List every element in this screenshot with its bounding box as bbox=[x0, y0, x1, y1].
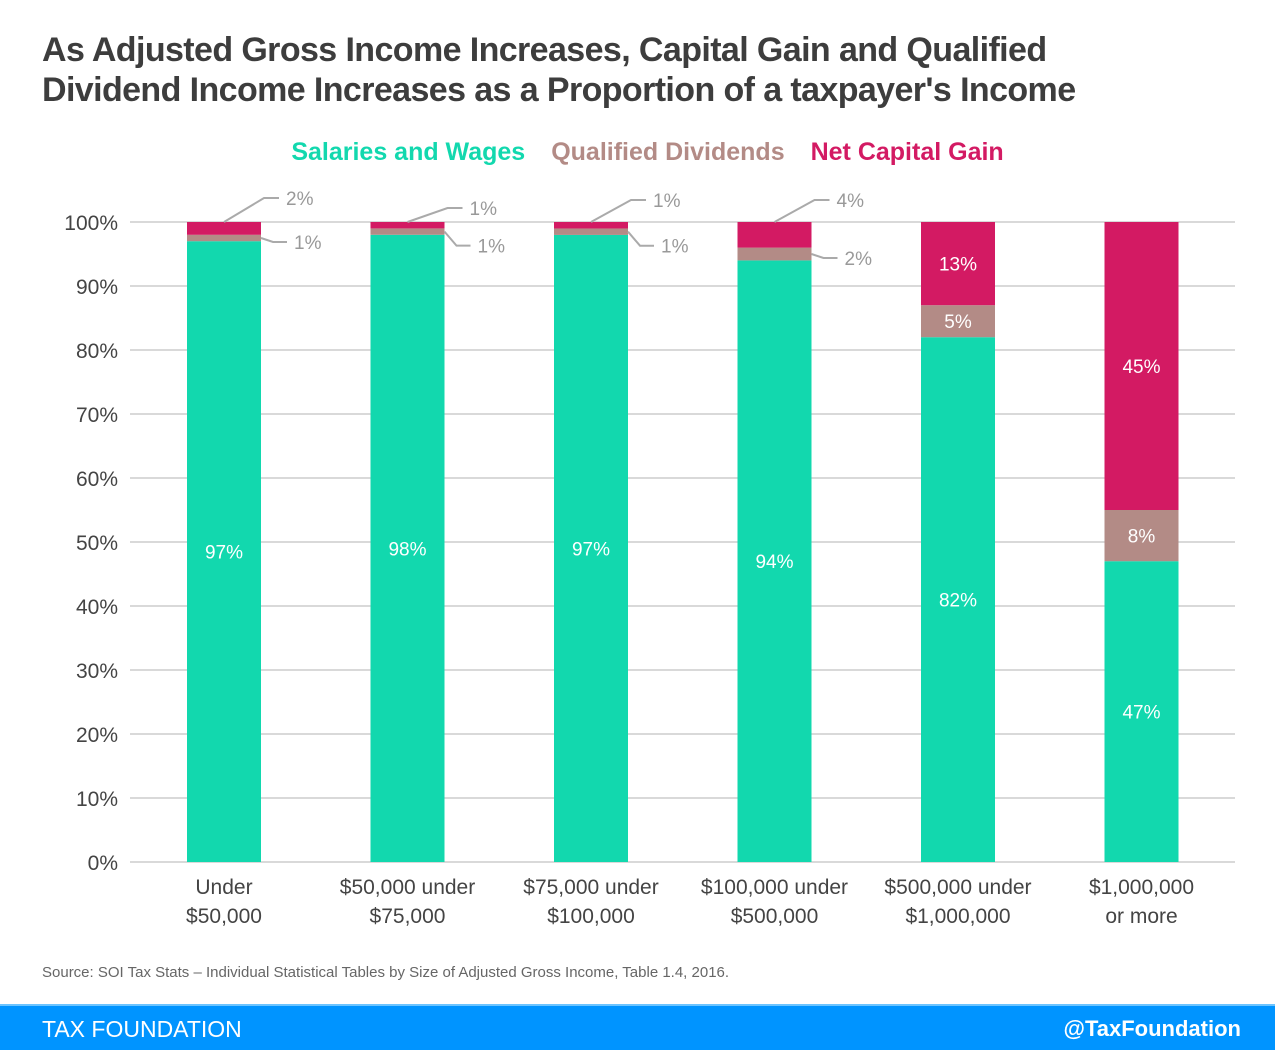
data-label: 47% bbox=[1122, 703, 1160, 724]
bar-segment-qualified-dividends bbox=[370, 228, 445, 235]
x-tick-label: $100,000 bbox=[547, 905, 635, 928]
data-label: 1% bbox=[653, 191, 681, 212]
data-label: 98% bbox=[388, 539, 426, 560]
y-tick-label: 70% bbox=[76, 404, 118, 427]
chart-title: As Adjusted Gross Income Increases, Capi… bbox=[42, 30, 1242, 110]
data-label: 2% bbox=[845, 249, 873, 270]
data-label: 1% bbox=[478, 237, 506, 258]
leader-line bbox=[407, 207, 463, 223]
legend-item-capital-gain: Net Capital Gain bbox=[810, 138, 1004, 166]
footer-handle: @TaxFoundation bbox=[1063, 1016, 1241, 1041]
x-tick-label: $75,000 under bbox=[523, 876, 658, 899]
data-label: 2% bbox=[286, 189, 314, 210]
x-tick-label: $500,000 bbox=[731, 905, 819, 928]
footer-brand: TAX FOUNDATION bbox=[42, 1016, 242, 1042]
legend-item-dividends: Qualified Dividends bbox=[551, 138, 785, 166]
bar-segment-salaries-and-wages bbox=[737, 260, 812, 862]
bar-segment-net-capital-gain bbox=[370, 222, 445, 229]
data-label: 82% bbox=[939, 591, 977, 612]
y-tick-label: 10% bbox=[76, 788, 118, 811]
chart-title-line-2: Dividend Income Increases as a Proportio… bbox=[42, 71, 1076, 109]
bar-segment-net-capital-gain bbox=[737, 222, 812, 248]
bar-segment-qualified-dividends bbox=[187, 234, 261, 242]
x-tick-label: $100,000 under bbox=[701, 876, 848, 899]
y-tick-label: 40% bbox=[76, 596, 118, 619]
data-label: 4% bbox=[837, 191, 865, 212]
data-label: 1% bbox=[470, 199, 498, 220]
y-tick-label: 20% bbox=[76, 724, 118, 747]
x-tick-label: $50,000 bbox=[186, 905, 262, 928]
leader-line bbox=[627, 231, 654, 247]
y-tick-label: 100% bbox=[64, 212, 118, 235]
y-tick-label: 0% bbox=[88, 852, 118, 875]
bar-segment-qualified-dividends bbox=[1104, 510, 1179, 562]
y-tick-label: 60% bbox=[76, 468, 118, 491]
data-label: 94% bbox=[755, 552, 793, 573]
data-label: 13% bbox=[939, 255, 977, 276]
leader-line bbox=[811, 253, 838, 259]
leader-line bbox=[443, 230, 471, 247]
legend-item-salaries: Salaries and Wages bbox=[291, 138, 526, 166]
x-tick-label: $1,000,000 bbox=[905, 905, 1010, 928]
bar-segment-net-capital-gain bbox=[921, 222, 995, 306]
y-tick-label: 80% bbox=[76, 340, 118, 363]
bar-segment-net-capital-gain bbox=[1104, 222, 1179, 510]
source-note: Source: SOI Tax Stats – Individual Stati… bbox=[42, 964, 730, 981]
bar-segment-salaries-and-wages bbox=[554, 234, 628, 862]
x-tick-label: or more bbox=[1105, 905, 1177, 928]
data-label: 97% bbox=[572, 539, 610, 560]
bar-segment-qualified-dividends bbox=[921, 305, 995, 338]
x-tick-label: Under bbox=[195, 876, 252, 899]
leader-line bbox=[774, 199, 830, 223]
x-tick-label: $50,000 under bbox=[340, 876, 475, 899]
leader-line bbox=[223, 197, 279, 223]
data-label: 45% bbox=[1122, 357, 1160, 378]
x-tick-label: $500,000 under bbox=[884, 876, 1031, 899]
data-label: 97% bbox=[205, 543, 243, 564]
data-label: 5% bbox=[944, 312, 972, 333]
chart-plot: 0% 10% 20% 30% 40% 50% 60% 70% 80% 90% 100% 97% 1% 2%… bbox=[64, 189, 1235, 928]
legend: Salaries and Wages Qualified Dividends N… bbox=[0, 138, 1275, 167]
x-tick-label: $1,000,000 bbox=[1089, 876, 1194, 899]
data-label: 8% bbox=[1128, 527, 1156, 548]
data-label: 1% bbox=[294, 233, 322, 254]
y-tick-label: 50% bbox=[76, 532, 118, 555]
bar-segment-net-capital-gain bbox=[554, 222, 628, 229]
footer-bar: TAX FOUNDATION @TaxFoundation bbox=[0, 1004, 1275, 1050]
bar-segment-salaries-and-wages bbox=[187, 241, 261, 862]
y-tick-label: 30% bbox=[76, 660, 118, 683]
bar-segment-salaries-and-wages bbox=[370, 234, 445, 863]
data-label: 1% bbox=[661, 237, 689, 258]
bar-segment-net-capital-gain bbox=[187, 222, 261, 235]
chart-title-line-1: As Adjusted Gross Income Increases, Capi… bbox=[42, 31, 1047, 69]
leader-line bbox=[260, 237, 287, 243]
y-tick-label: 90% bbox=[76, 276, 118, 299]
leader-line bbox=[590, 199, 646, 223]
bar-segment-salaries-and-wages bbox=[1104, 561, 1179, 862]
x-tick-label: $75,000 bbox=[370, 905, 446, 928]
bar-segment-salaries-and-wages bbox=[921, 337, 995, 862]
bar-segment-qualified-dividends bbox=[554, 228, 628, 235]
bar-segment-qualified-dividends bbox=[737, 247, 812, 261]
